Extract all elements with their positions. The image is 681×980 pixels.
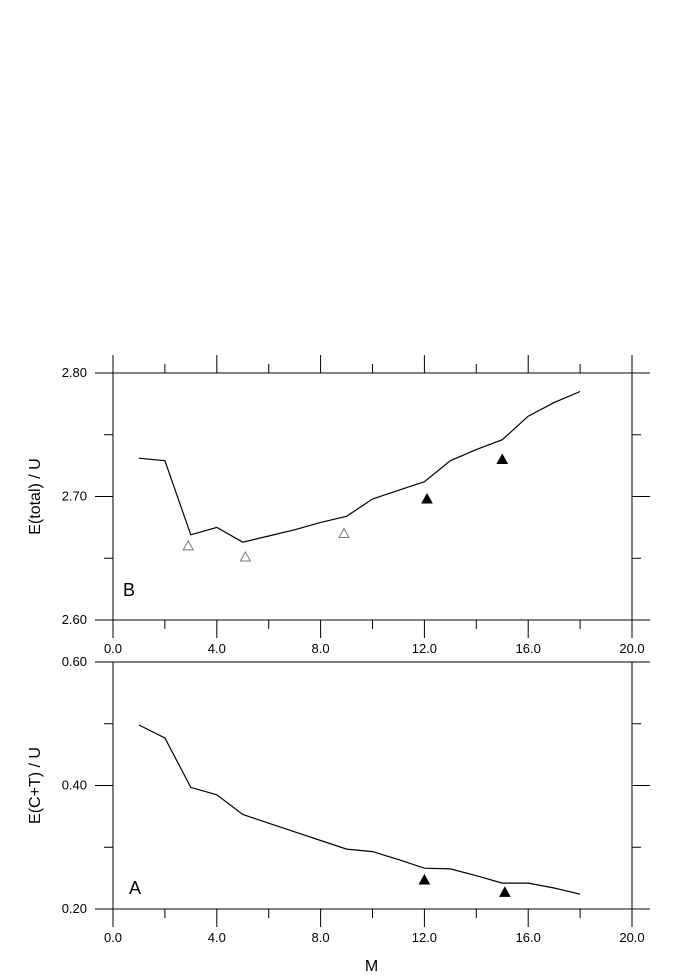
x-tick-label: 0.0 bbox=[104, 930, 122, 945]
y-axis-title: E(total) / U bbox=[27, 458, 44, 534]
filled-triangle-marker bbox=[498, 886, 511, 897]
filled-triangle-marker bbox=[418, 873, 431, 885]
series-line bbox=[138, 390, 581, 543]
open-triangle-marker bbox=[182, 539, 195, 551]
y-tick-label: 2.60 bbox=[62, 612, 87, 627]
y-tick-label: 0.40 bbox=[62, 778, 87, 793]
y-tick-label: 0.60 bbox=[62, 654, 87, 669]
y-tick-label: 2.80 bbox=[62, 365, 87, 380]
panel-label: A bbox=[129, 878, 141, 898]
x-tick-label: 20.0 bbox=[619, 641, 644, 656]
x-tick-label: 16.0 bbox=[516, 641, 541, 656]
y-tick-label: 0.20 bbox=[62, 901, 87, 916]
y-tick-label: 2.70 bbox=[62, 489, 87, 504]
x-tick-label: 8.0 bbox=[312, 930, 330, 945]
panel-b: 0.0 4.0 8.0 12.0 16.0 20.0 2.60 2.70 2.80 E(total… bbox=[27, 355, 650, 656]
x-tick-label: 12.0 bbox=[412, 641, 437, 656]
open-triangle-marker bbox=[338, 527, 350, 539]
x-tick-label: 8.0 bbox=[312, 641, 330, 656]
filled-triangle-marker bbox=[421, 492, 433, 504]
panel-label: B bbox=[123, 580, 135, 600]
plot-frame bbox=[112, 661, 633, 910]
series-line bbox=[138, 724, 581, 895]
plot-frame bbox=[112, 372, 633, 621]
y-axis-title: E(C+T) / U bbox=[27, 747, 44, 824]
panel-a: 0.0 4.0 8.0 12.0 16.0 20.0 0.20 0.40 0.60 E(C+T) … bbox=[27, 654, 650, 975]
x-tick-label: 4.0 bbox=[208, 641, 226, 656]
x-tick-label: 12.0 bbox=[412, 930, 437, 945]
x-tick-label: 16.0 bbox=[516, 930, 541, 945]
x-tick-label: 20.0 bbox=[619, 930, 644, 945]
filled-triangle-marker bbox=[496, 453, 509, 464]
open-triangle-marker bbox=[239, 550, 252, 562]
x-tick-label: 4.0 bbox=[208, 930, 226, 945]
x-axis-title: M bbox=[365, 958, 378, 975]
x-tick-label: 0.0 bbox=[104, 641, 122, 656]
